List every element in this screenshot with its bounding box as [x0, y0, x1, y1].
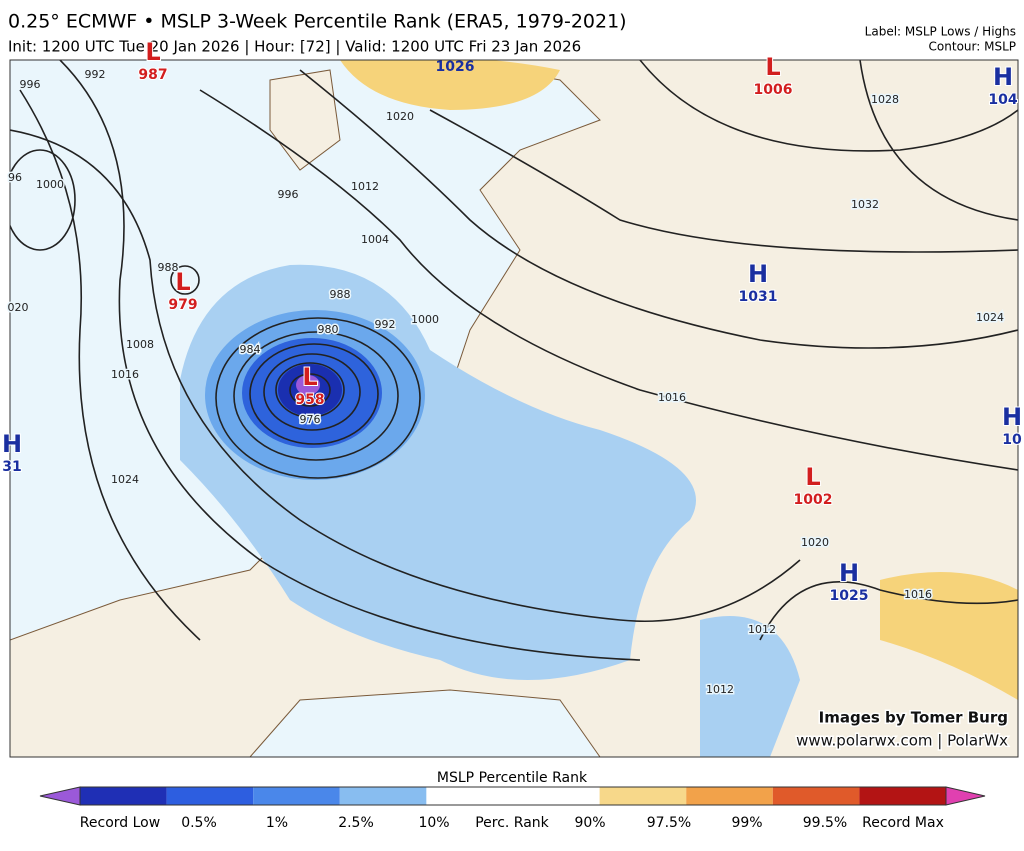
center-kind: L: [765, 53, 780, 81]
colorbar-label: 90%: [574, 815, 605, 831]
center-kind: H: [1002, 403, 1022, 431]
contour-label: 976: [300, 413, 321, 426]
contour-label: 1020: [801, 536, 829, 549]
contour-label: 1008: [126, 338, 154, 351]
colorbar-segment: [253, 787, 340, 805]
colorbar-segment: [339, 787, 427, 805]
colorbar-title: MSLP Percentile Rank: [437, 770, 588, 786]
contour-label: 1000: [36, 178, 64, 191]
contour-label: 1024: [111, 473, 139, 486]
subtitle: Init: 1200 UTC Tue 20 Jan 2026 | Hour: […: [8, 38, 581, 56]
contour-label: 1020: [386, 110, 414, 123]
contour-label: 1012: [748, 623, 776, 636]
colorbar-tip: [39, 786, 81, 806]
contour-label: 1000: [411, 313, 439, 326]
center-kind: H: [839, 559, 859, 587]
contour-label: 1016: [658, 391, 686, 404]
center-value: 979: [168, 297, 197, 313]
colorbar-frame: [79, 786, 947, 806]
center-value: 1002: [794, 492, 833, 508]
center-kind: L: [175, 268, 190, 296]
credit: Images by Tomer Burg: [819, 709, 1008, 727]
colorbar-segment: [859, 787, 946, 805]
colorbar-label: 99.5%: [803, 815, 847, 831]
center-value: 1031: [739, 289, 778, 305]
contour-label: 984: [240, 343, 261, 356]
contour-label: 1016: [111, 368, 139, 381]
center-kind: H: [748, 260, 768, 288]
contour-label: 988: [158, 261, 179, 274]
colorbar-label: Perc. Rank: [475, 815, 549, 831]
center-kind: H: [2, 430, 22, 458]
colorbar-label: 2.5%: [338, 815, 374, 831]
contour-label: 1032: [851, 198, 879, 211]
contour-label: 1012: [351, 180, 379, 193]
colorbar-label: 0.5%: [181, 815, 217, 831]
land: [269, 69, 341, 171]
colorbar-segment: [772, 787, 860, 805]
map: Images by Tomer Burg www.polarwx.com | P…: [9, 59, 1019, 758]
contour-label: 1016: [904, 588, 932, 601]
low-percentile: [700, 616, 800, 757]
colorbar-label: Record Max: [862, 815, 944, 831]
credit: www.polarwx.com | PolarWx: [796, 732, 1008, 750]
high-value: 1026: [436, 59, 475, 75]
contour-label: 980: [318, 323, 339, 336]
colorbar: Record Low 0.5% 1% 2.5% 10% Perc. Rank 90% 97.5…: [39, 786, 986, 831]
high-percentile: [340, 60, 560, 110]
contour-note: Contour: MSLP: [929, 40, 1016, 54]
contour-label: 996: [20, 78, 41, 91]
contour-label: 020: [8, 301, 29, 314]
colorbar-segment: [80, 787, 167, 805]
colorbar-label: 1%: [266, 815, 288, 831]
center-value: 987: [138, 67, 167, 83]
colorbar-label: Record Low: [80, 815, 160, 831]
contour-label: 1028: [871, 93, 899, 106]
colorbar-segment: [686, 787, 773, 805]
contour-label: 1024: [976, 311, 1004, 324]
center-value: 31: [2, 459, 21, 475]
center-kind: L: [805, 463, 820, 491]
center-value: 958: [295, 392, 324, 408]
colorbar-segment: [426, 787, 513, 805]
center-value: 104: [988, 92, 1017, 108]
center-value: 10: [1002, 432, 1022, 448]
contour-label: 988: [330, 288, 351, 301]
colorbar-segment: [599, 787, 687, 805]
colorbar-segment: [513, 787, 600, 805]
map-frame: [9, 59, 1019, 758]
center-kind: L: [302, 363, 317, 391]
center-kind: H: [993, 63, 1013, 91]
contour-label: 996: [278, 188, 299, 201]
contour-label: 96: [8, 171, 22, 184]
low-percentile: [296, 375, 320, 395]
colorbar-segment: [166, 787, 254, 805]
colorbar-label: 10%: [418, 815, 449, 831]
contours: [10, 60, 1018, 661]
colorbar-tip: [945, 786, 986, 806]
label-note: Label: MSLP Lows / Highs: [865, 25, 1016, 39]
contour-label: 992: [85, 68, 106, 81]
colorbar-label: 97.5%: [647, 815, 691, 831]
center-kind: L: [145, 38, 160, 66]
title: 0.25° ECMWF • MSLP 3-Week Percentile Ran…: [8, 11, 627, 33]
colorbar-label: 99%: [731, 815, 762, 831]
center-value: 1006: [754, 82, 793, 98]
contour-label: 992: [375, 318, 396, 331]
contour-label: 1012: [706, 683, 734, 696]
contour-label: 1004: [361, 233, 389, 246]
center-value: 1025: [830, 588, 869, 604]
